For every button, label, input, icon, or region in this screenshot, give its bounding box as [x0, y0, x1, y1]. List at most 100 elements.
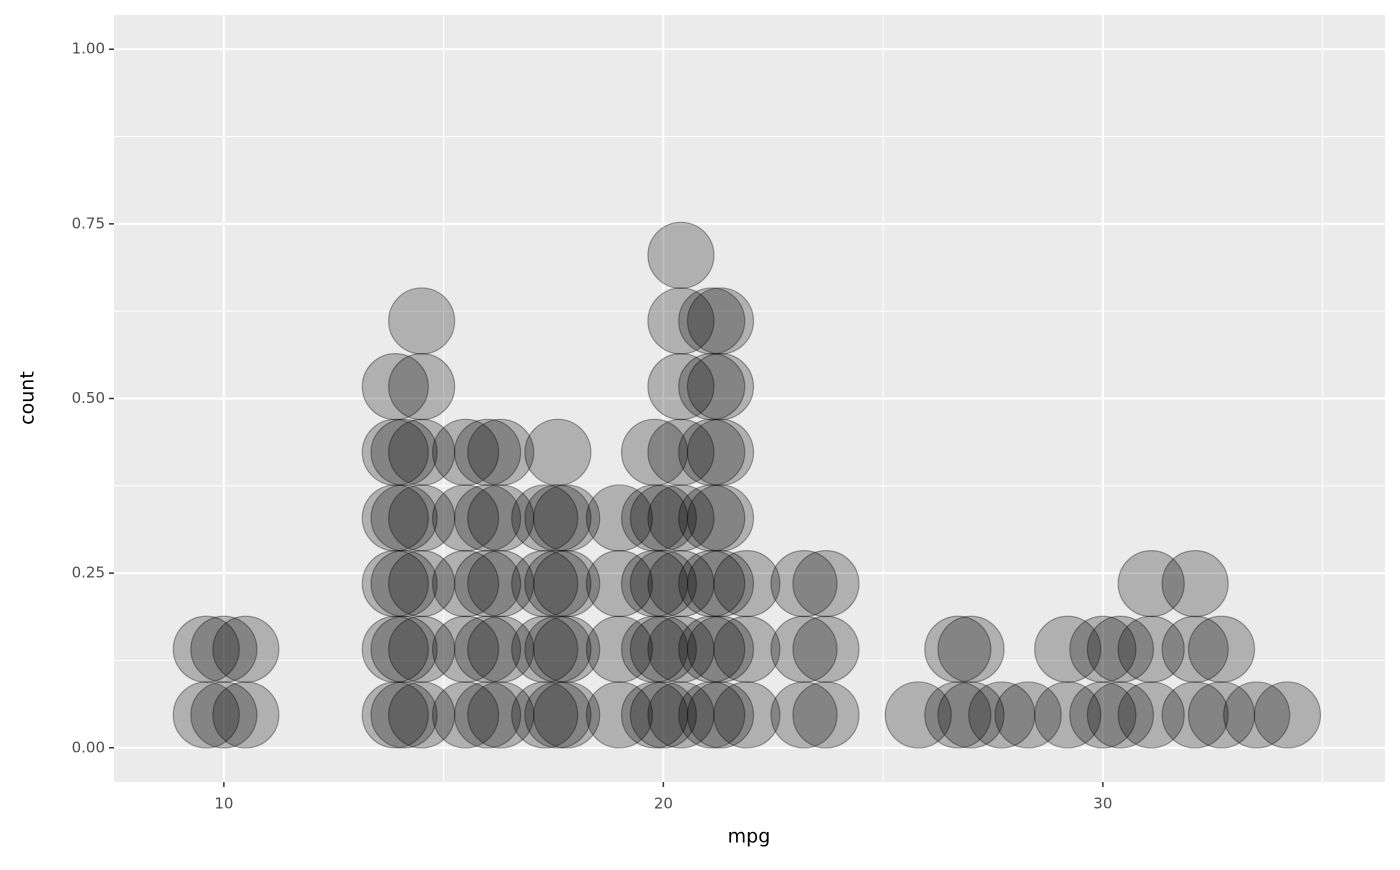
- dot: [585, 681, 654, 749]
- dot: [190, 615, 258, 683]
- dot: [647, 484, 715, 552]
- dot: [686, 287, 755, 355]
- dot: [370, 615, 438, 683]
- dot: [647, 287, 715, 355]
- dot: [467, 484, 535, 552]
- dot: [968, 681, 1036, 749]
- dot: [212, 615, 280, 683]
- dot: [620, 615, 689, 683]
- dot: [585, 550, 654, 618]
- dot: [361, 681, 429, 749]
- dot: [647, 681, 715, 749]
- dot: [678, 681, 746, 749]
- dot: [1117, 681, 1185, 749]
- dot: [388, 353, 456, 421]
- dot: [361, 615, 429, 683]
- dot: [370, 418, 438, 486]
- dot: [884, 681, 952, 749]
- dot: [620, 418, 689, 486]
- dot: [620, 550, 689, 618]
- dot: [647, 221, 715, 289]
- dot: [678, 550, 746, 618]
- dot: [792, 681, 860, 749]
- dot: [467, 615, 535, 683]
- dot: [453, 484, 522, 552]
- dot: [431, 484, 500, 552]
- dot: [1034, 615, 1102, 683]
- dot: [678, 287, 746, 355]
- dot: [361, 484, 429, 552]
- dot: [1161, 550, 1229, 618]
- dot: [431, 615, 500, 683]
- dot: [678, 353, 746, 421]
- dot: [172, 681, 240, 749]
- dot: [629, 615, 697, 683]
- dot: [1117, 615, 1185, 683]
- dot: [792, 550, 860, 618]
- dot: [678, 418, 746, 486]
- dot: [453, 550, 522, 618]
- y-tick-label: 1.00: [72, 40, 105, 58]
- dot: [1161, 681, 1229, 749]
- dot: [533, 550, 601, 618]
- dot: [524, 550, 592, 618]
- dot: [678, 615, 746, 683]
- dot: [511, 615, 579, 683]
- dot: [361, 353, 429, 421]
- dot: [713, 681, 781, 749]
- dot: [431, 418, 500, 486]
- dot: [533, 615, 601, 683]
- dot: [453, 418, 522, 486]
- dot: [511, 550, 579, 618]
- dot: [524, 681, 592, 749]
- dot: [370, 550, 438, 618]
- y-tick-label: 0.00: [72, 738, 105, 756]
- dot: [467, 418, 535, 486]
- dot: [388, 418, 456, 486]
- dot: [388, 484, 456, 552]
- dot: [686, 353, 755, 421]
- y-tick-label: 0.25: [72, 564, 105, 582]
- dot: [511, 484, 579, 552]
- dot: [678, 484, 746, 552]
- dot: [713, 615, 781, 683]
- dot: [388, 287, 456, 355]
- dot: [388, 550, 456, 618]
- y-tick-label: 0.50: [72, 389, 105, 407]
- dot: [770, 615, 838, 683]
- dot: [770, 681, 838, 749]
- x-tick-label: 10: [214, 795, 233, 813]
- dot: [370, 681, 438, 749]
- dot: [629, 484, 697, 552]
- dot: [431, 550, 500, 618]
- dot: [453, 615, 522, 683]
- dot: [647, 353, 715, 421]
- dot: [388, 681, 456, 749]
- dot: [686, 484, 755, 552]
- dot: [1187, 681, 1256, 749]
- dot: [1086, 681, 1155, 749]
- dot: [361, 550, 429, 618]
- dot: [361, 418, 429, 486]
- x-tick-label: 30: [1093, 795, 1112, 813]
- dot: [388, 615, 456, 683]
- dot: [524, 615, 592, 683]
- dot: [1069, 681, 1137, 749]
- dot: [431, 681, 500, 749]
- dot: [1117, 550, 1185, 618]
- dot: [620, 484, 689, 552]
- dot: [686, 550, 755, 618]
- dot: [585, 484, 654, 552]
- dot: [629, 550, 697, 618]
- dot: [467, 681, 535, 749]
- dot: [620, 681, 689, 749]
- dot: [453, 681, 522, 749]
- dot: [686, 418, 755, 486]
- dot: [1069, 615, 1137, 683]
- dot: [172, 615, 240, 683]
- dot: [994, 681, 1062, 749]
- dot: [1086, 615, 1155, 683]
- dot: [792, 615, 860, 683]
- dot: [647, 418, 715, 486]
